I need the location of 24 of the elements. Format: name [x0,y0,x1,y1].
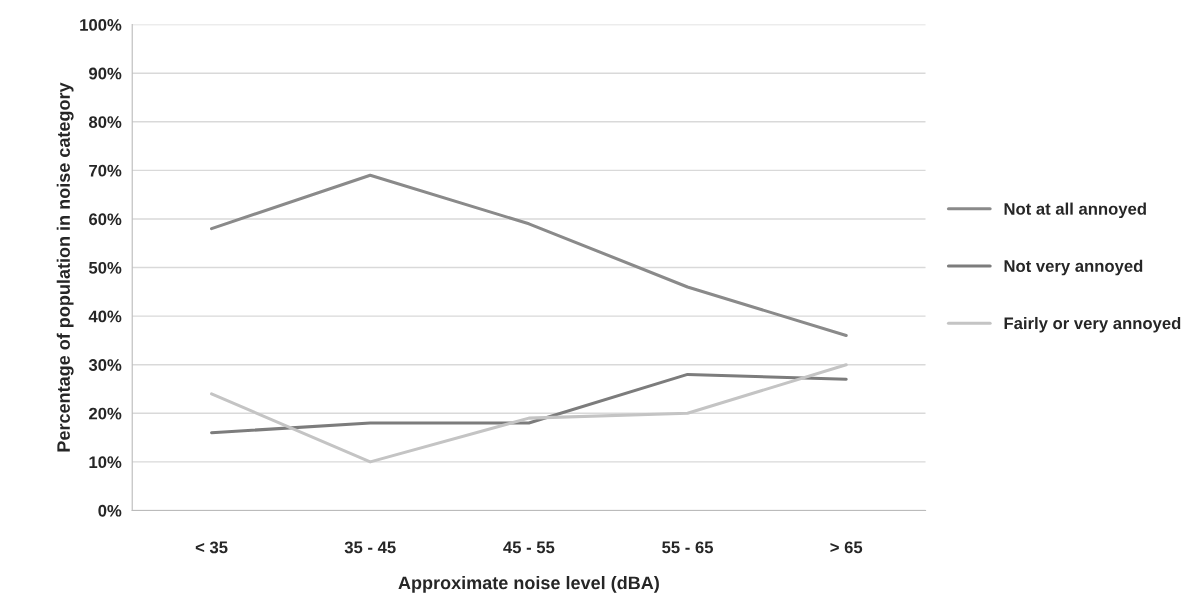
y-tick-label: 90% [89,67,122,80]
x-tick-label: 55 - 65 [662,541,714,554]
y-tick-label: 70% [89,164,122,177]
x-tick-label: 35 - 45 [344,541,396,554]
x-tick-label: < 35 [195,541,228,554]
y-axis-title: Percentage of population in noise category [56,82,74,452]
y-tick-label: 10% [89,456,122,469]
x-tick-label: 45 - 55 [503,541,555,554]
line-series [210,372,848,435]
line-series [210,363,848,464]
legend-label: Not very annoyed [1004,259,1143,276]
y-tick-label: 30% [88,359,122,371]
y-tick-label: 50% [88,261,122,274]
legend-label: Not at all annoyed [1004,202,1146,219]
y-tick-label: 0% [98,504,122,517]
x-axis-title: Approximate noise level (dBA) [398,575,659,593]
y-tick-label: 20% [89,407,122,420]
y-tick-label: 40% [88,310,122,323]
line-series [210,173,848,338]
y-tick-label: 100% [80,19,122,31]
x-tick-label: > 65 [830,541,863,554]
y-tick-label: 60% [89,213,122,226]
legend-label: Fairly or very annoyed [1004,316,1181,333]
y-tick-label: 80% [88,116,122,128]
